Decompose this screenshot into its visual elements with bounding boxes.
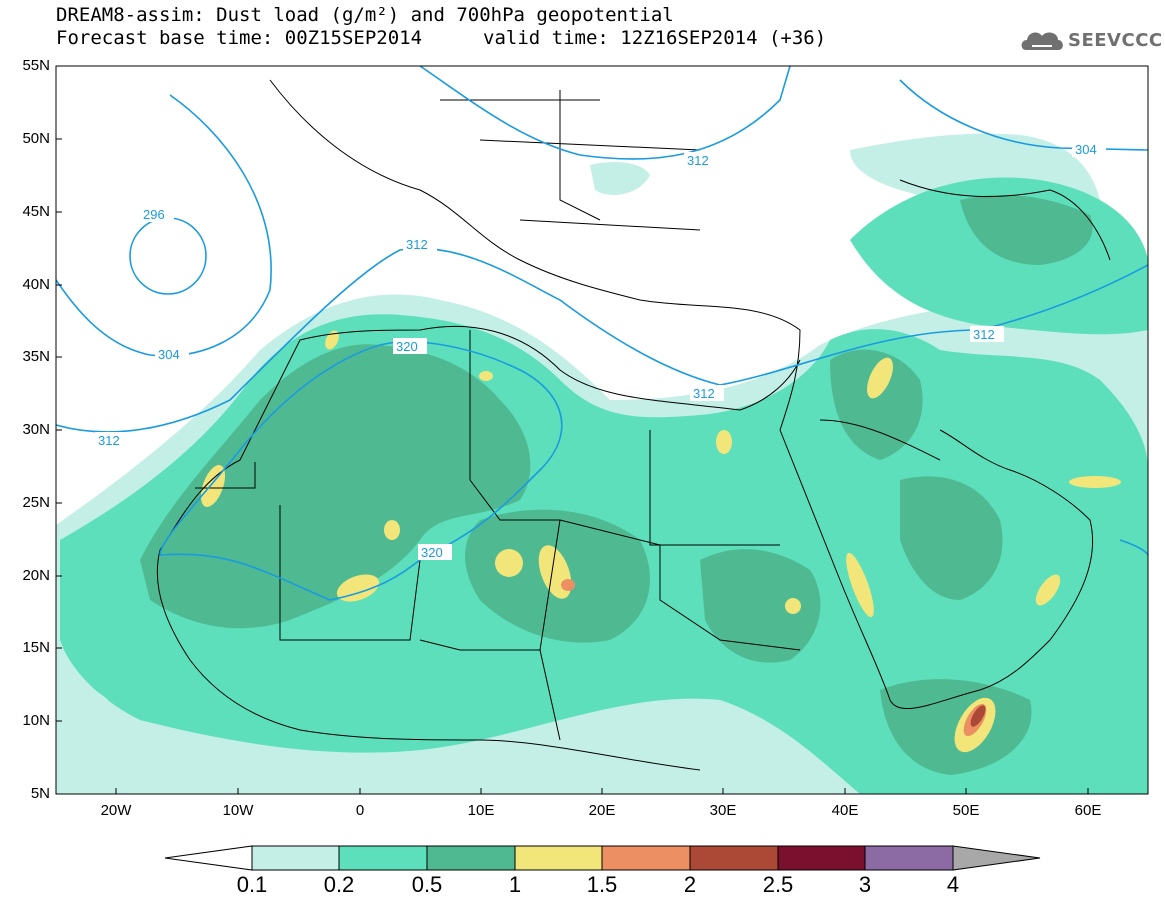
colorbar-under-arrow [164,845,253,871]
contour-label: 312 [687,153,709,168]
contour-label: 312 [406,237,428,252]
colorbar-segment [426,845,516,871]
lon-label: 0 [355,802,365,819]
colorbar-segment [864,845,954,871]
colorbar-over-arrow [952,845,1041,871]
colorbar-segment [689,845,779,871]
contour-label: 312 [98,433,120,448]
lon-label: 50E [952,802,980,819]
lat-label: 25N [22,494,50,511]
seevccc-logo: SEEVCCC [1018,24,1162,58]
axis-ticks [56,65,1089,794]
colorbar-segment [251,845,340,871]
contour-label: 312 [693,386,715,401]
colorbar-label: 0.2 [323,872,355,897]
lat-label: 15N [22,639,50,656]
contour-label: 296 [143,207,165,222]
dust-layer-extreme [970,705,986,727]
colorbar-label: 1.5 [586,872,618,897]
colorbar-label: 3 [858,872,872,897]
colorbar-label: 1 [508,872,522,897]
lat-label: 55N [22,57,50,74]
contour-label: 304 [158,347,180,362]
colorbar-segment [514,845,603,871]
contour-label: 320 [421,545,443,560]
colorbar-label: 0.1 [236,872,268,897]
lon-label: 40E [831,802,859,819]
contour-label: 304 [1075,142,1097,157]
lat-label: 35N [22,348,50,365]
colorbar-label: 2.5 [762,872,794,897]
lat-label: 40N [22,276,50,293]
cloud-icon [1021,32,1063,50]
lon-label: 10W [222,802,254,819]
valid-time: valid time: 12Z16SEP2014 (+36) [483,27,827,49]
lat-label: 10N [22,712,50,729]
colorbar-segment [338,845,428,871]
lat-label: 45N [22,203,50,220]
logo-text: SEEVCCC [1068,30,1163,51]
lon-label: 30E [709,802,737,819]
colorbar-label: 4 [946,872,960,897]
colorbar-segment [777,845,866,871]
map-title: DREAM8-assim: Dust load (g/m²) and 700hP… [56,4,674,26]
lon-label: 60E [1074,802,1102,819]
contour-label: 320 [396,339,418,354]
colorbar-label: 0.5 [411,872,443,897]
colorbar-label: 2 [683,872,697,897]
lon-label: 20E [588,802,616,819]
lat-label: 5N [30,785,50,802]
colorbar-segment [601,845,691,871]
coastlines [156,79,1111,771]
lat-label: 50N [22,130,50,147]
base-time: Forecast base time: 00Z15SEP2014 [56,27,423,49]
lon-label: 20W [100,802,132,819]
lat-label: 30N [22,421,50,438]
colorbar [164,845,1041,871]
lon-label: 10E [467,802,495,819]
contour-labels: 296 304 312 312 320 320 312 312 304 312 [95,141,1106,560]
contour-label: 312 [973,327,995,342]
lat-label: 20N [22,567,50,584]
